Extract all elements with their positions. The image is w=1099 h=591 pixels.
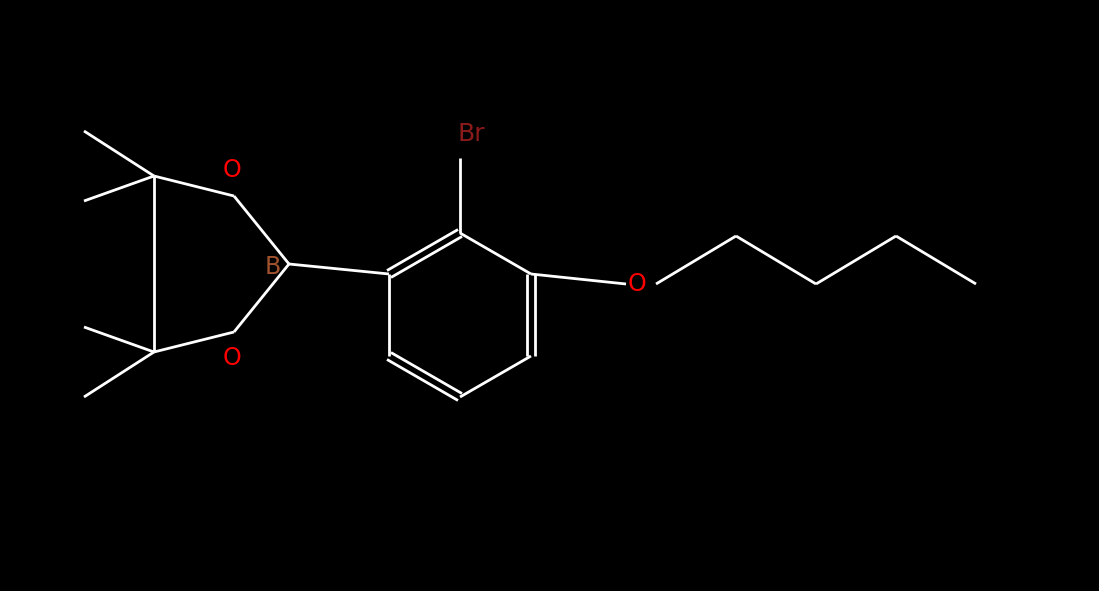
Text: O: O — [223, 158, 242, 182]
Text: O: O — [628, 272, 647, 296]
Text: Br: Br — [458, 122, 486, 146]
Text: B: B — [265, 255, 281, 279]
Text: O: O — [223, 346, 242, 370]
